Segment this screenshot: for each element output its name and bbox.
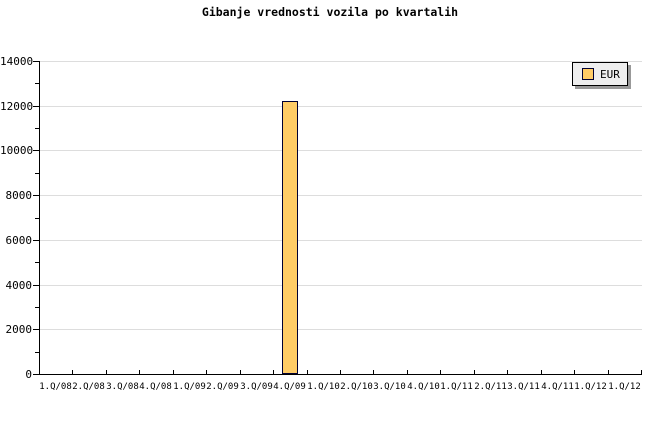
y-gridline	[40, 195, 642, 196]
x-tick	[507, 370, 508, 374]
y-tick-label: 12000	[0, 100, 34, 113]
y-gridline	[40, 61, 642, 62]
y-tick-major	[33, 150, 39, 151]
x-tick-label: 4.Q/10	[407, 382, 440, 392]
legend-swatch-eur	[582, 68, 594, 80]
x-tick	[574, 370, 575, 374]
x-tick	[240, 370, 241, 374]
y-gridline	[40, 329, 642, 330]
x-tick	[273, 370, 274, 374]
x-tick	[407, 370, 408, 374]
x-tick-label: 1.Q/09	[173, 382, 206, 392]
y-tick-minor	[35, 218, 39, 219]
x-tick-label: 1.Q/12	[608, 382, 641, 392]
y-tick-label: 8000	[5, 189, 33, 202]
y-gridline	[40, 240, 642, 241]
x-tick-label: 2.Q/11	[474, 382, 507, 392]
y-tick-minor	[35, 352, 39, 353]
x-tick	[608, 370, 609, 374]
y-tick-label: 10000	[0, 144, 34, 157]
y-tick-label: 6000	[5, 234, 33, 247]
y-tick-major	[33, 61, 39, 62]
y-tick-minor	[35, 83, 39, 84]
x-axis-line	[39, 374, 642, 375]
y-tick-label: 0	[25, 368, 32, 381]
y-tick-label: 4000	[5, 279, 33, 292]
x-tick-label: 3.Q/08	[106, 382, 139, 392]
x-tick-label: 4.Q/08	[139, 382, 172, 392]
x-tick	[373, 370, 374, 374]
x-tick-label: 1.Q/08	[39, 382, 72, 392]
y-tick-major	[33, 329, 39, 330]
x-tick-label: 3.Q/11	[507, 382, 540, 392]
y-tick-major	[33, 285, 39, 286]
bar	[282, 101, 298, 374]
y-tick-minor	[35, 173, 39, 174]
x-tick-label: 4.Q/11	[541, 382, 574, 392]
x-tick	[139, 370, 140, 374]
x-tick	[39, 370, 40, 374]
y-tick-major	[33, 106, 39, 107]
x-tick	[340, 370, 341, 374]
x-tick-label: 1.Q/12	[574, 382, 607, 392]
x-tick-label: 2.Q/09	[206, 382, 239, 392]
x-tick-label: 2.Q/08	[72, 382, 105, 392]
y-tick-minor	[35, 128, 39, 129]
x-tick	[72, 370, 73, 374]
legend-label-eur: EUR	[600, 67, 620, 81]
x-tick-label: 1.Q/10	[307, 382, 340, 392]
x-tick	[641, 370, 642, 374]
y-tick-label: 14000	[0, 55, 34, 68]
x-tick	[173, 370, 174, 374]
y-tick-minor	[35, 262, 39, 263]
y-gridline	[40, 106, 642, 107]
y-gridline	[40, 285, 642, 286]
y-tick-label: 2000	[5, 323, 33, 336]
x-tick	[440, 370, 441, 374]
x-tick-label: 2.Q/10	[340, 382, 373, 392]
legend: EUR	[572, 62, 628, 86]
y-axis-line	[39, 61, 40, 375]
x-tick	[541, 370, 542, 374]
y-tick-major	[33, 374, 39, 375]
x-tick-label: 4.Q/09	[273, 382, 306, 392]
x-tick	[206, 370, 207, 374]
chart-title: Gibanje vrednosti vozila po kvartalih	[201, 5, 459, 19]
y-tick-major	[33, 195, 39, 196]
y-tick-major	[33, 240, 39, 241]
x-tick	[307, 370, 308, 374]
x-tick-label: 3.Q/10	[373, 382, 406, 392]
y-tick-minor	[35, 307, 39, 308]
x-tick-label: 1.Q/11	[440, 382, 473, 392]
x-tick	[474, 370, 475, 374]
x-tick	[106, 370, 107, 374]
y-gridline	[40, 150, 642, 151]
x-tick-label: 3.Q/09	[240, 382, 273, 392]
